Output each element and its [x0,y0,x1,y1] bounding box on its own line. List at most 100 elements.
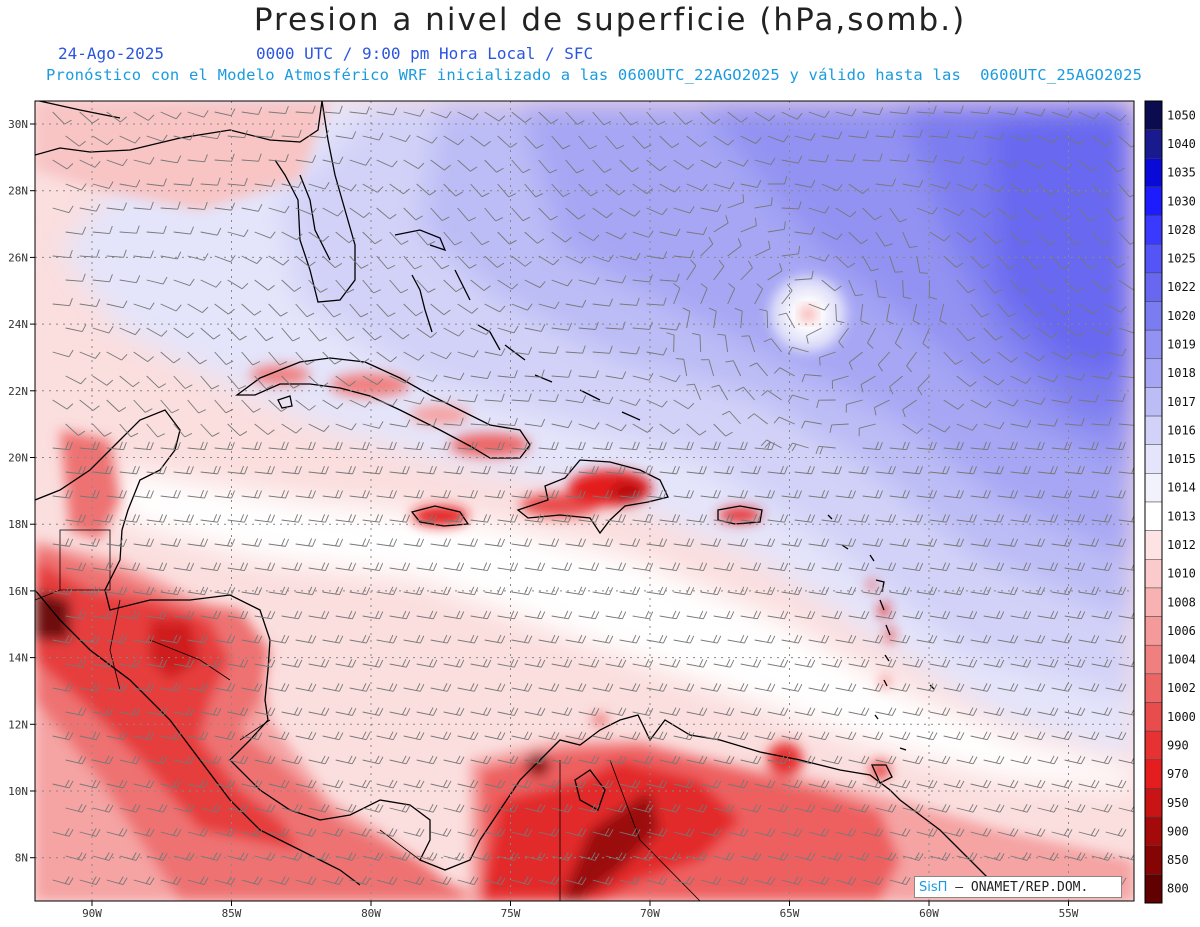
wind-barb [484,393,505,402]
wind-barb [713,659,735,668]
wind-barb [524,755,546,765]
wind-barb [214,538,236,547]
wind-barb [1064,659,1086,668]
wind-barb [470,803,492,813]
wind-barb [727,779,749,789]
wind-barb [727,876,749,886]
wind-barb [403,586,425,596]
wind-barb [956,465,977,475]
wind-barb [787,442,809,452]
wind-barb [335,131,357,140]
wind-barb [92,375,114,386]
wind-barb [902,231,918,249]
wind-barb [281,610,303,620]
wind-barb [970,489,991,499]
wind-barb [133,489,154,499]
wind-barb [511,731,533,741]
wind-barb [551,514,572,523]
wind-barb [281,129,302,138]
wind-barb [79,299,101,308]
wind-barb [551,610,573,620]
colorbar-label: 1050 [1167,108,1196,122]
wind-barb [1091,183,1111,197]
wind-barb [1010,562,1032,571]
wind-barb [403,351,425,361]
wind-barb [551,135,571,150]
wind-barb [160,779,182,789]
wind-barb [1091,755,1113,765]
wind-barb [308,182,330,190]
wind-barb [119,327,141,336]
wind-barb [997,828,1019,837]
colorbar-swatch [1144,301,1163,331]
wind-barb [983,327,1003,341]
wind-barb [686,514,707,523]
wind-barb [929,610,951,620]
wind-barb [187,253,209,261]
wind-barb [92,803,114,813]
wind-barb [1051,828,1073,837]
wind-barb [457,441,478,451]
wind-barb [848,755,870,765]
wind-barb [700,634,722,644]
wind-barb [875,279,887,298]
wind-barb [187,489,208,499]
wind-barb [1010,610,1032,620]
wind-barb [430,828,452,837]
wind-barb [659,562,681,571]
wind-barb [160,683,182,692]
wind-barb [173,659,195,668]
wind-barb [1078,255,1098,269]
wind-barb [875,707,897,716]
wind-barb [308,659,330,668]
wind-barb [659,135,680,149]
wind-barb [605,707,627,716]
wind-barb [1064,279,1084,293]
wind-barb [65,226,87,235]
wind-barb [794,852,816,861]
wind-barb [268,351,288,366]
wind-barb [1024,489,1045,499]
wind-barb [416,327,438,339]
wind-barb [106,202,127,211]
wind-barb [524,369,545,378]
wind-barb [592,441,613,451]
wind-barb [430,489,451,499]
wind-barb [1051,207,1071,221]
wind-barb [295,441,316,451]
wind-barb [106,538,128,547]
wind-barb [443,135,465,146]
wind-barb [929,423,951,433]
wind-barb [403,489,424,499]
wind-barb [970,255,990,269]
wind-barb [268,489,289,499]
wind-barb [997,779,1019,789]
wind-barb [1051,779,1073,789]
wind-barb [511,303,533,311]
wind-barb [970,538,992,547]
wind-barb [322,538,344,547]
wind-barb [889,779,911,789]
colorbar-label: 1000 [1167,710,1196,724]
wind-barb [160,441,181,451]
wind-barb [983,421,1005,430]
wind-barb [943,105,964,114]
wind-barb [416,374,438,382]
wind-barb [119,135,141,144]
wind-barb [781,779,803,789]
wind-barb [443,279,464,293]
map-frame [34,100,1135,902]
wind-barb [295,155,317,164]
wind-barb [889,731,911,741]
wind-barb [713,707,735,716]
wind-barb [443,183,463,197]
wind-barb [349,106,370,115]
wind-barb [1051,586,1073,596]
wind-barb [551,322,573,331]
wind-barb [970,731,992,741]
wind-barb [1037,803,1059,813]
wind-barb [538,159,558,174]
wind-barb [808,489,829,499]
wind-barb [686,755,708,765]
colorbar-swatch [1144,444,1163,474]
